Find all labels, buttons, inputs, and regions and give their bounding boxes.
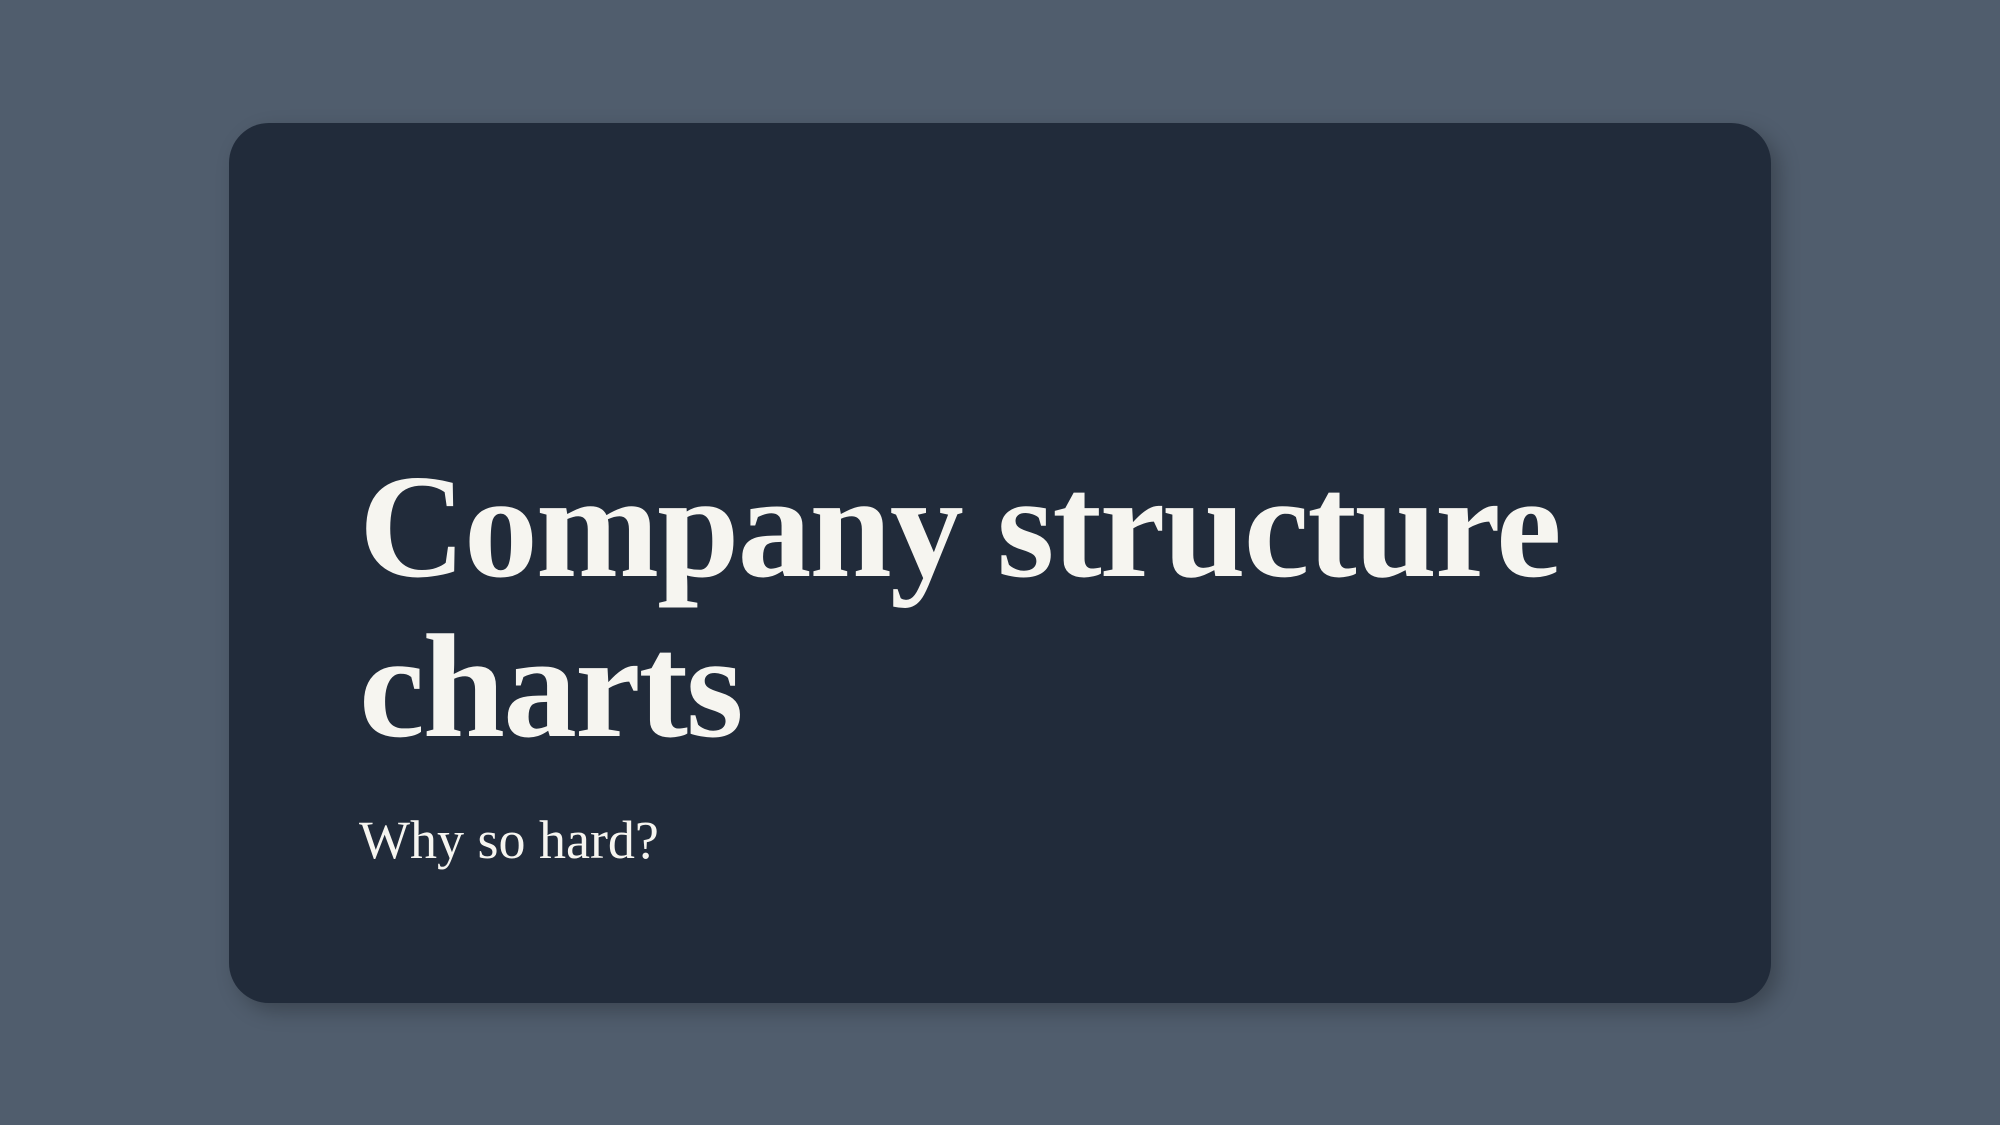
slide-subtitle: Why so hard? (359, 808, 1641, 873)
slide-card: Company structure charts Why so hard? (229, 123, 1771, 1003)
slide-title: Company structure charts (359, 448, 1641, 768)
